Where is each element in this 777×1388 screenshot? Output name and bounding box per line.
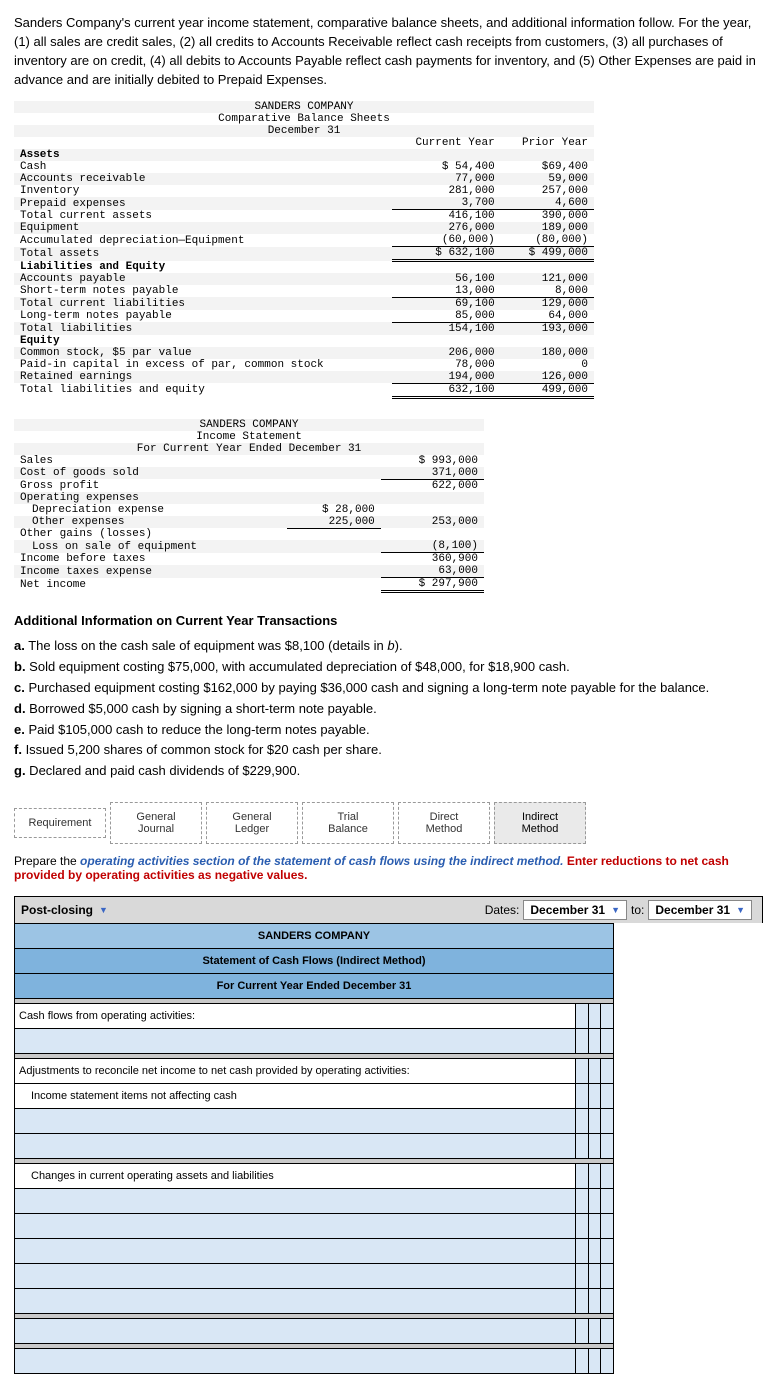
instructions: Prepare the operating activities section… bbox=[14, 854, 763, 882]
is-ibt-label: Income before taxes bbox=[14, 553, 287, 566]
ws-input-row[interactable] bbox=[15, 1348, 576, 1373]
is-ogl-header: Other gains (losses) bbox=[14, 528, 287, 540]
date-from-field[interactable]: December 31▼ bbox=[523, 900, 627, 920]
ws-op-activities: Cash flows from operating activities: bbox=[15, 1003, 576, 1028]
tab-general-journal[interactable]: GeneralJournal bbox=[110, 802, 202, 844]
is-gp-label: Gross profit bbox=[14, 479, 287, 492]
ws-input-row[interactable] bbox=[15, 1263, 576, 1288]
tab-bar: RequirementGeneralJournalGeneralLedgerTr… bbox=[14, 802, 763, 844]
tab-direct-method[interactable]: DirectMethod bbox=[398, 802, 490, 844]
ws-adjustments: Adjustments to reconcile net income to n… bbox=[15, 1058, 576, 1083]
is-sales-label: Sales bbox=[14, 455, 287, 467]
is-cogs-label: Cost of goods sold bbox=[14, 467, 287, 480]
ws-input-row[interactable] bbox=[15, 1288, 576, 1313]
balance-sheet-table: SANDERS COMPANY Comparative Balance Shee… bbox=[14, 101, 594, 399]
is-company: SANDERS COMPANY bbox=[14, 419, 484, 431]
dates-label: Dates: bbox=[485, 903, 520, 917]
dropdown-icon[interactable]: ▼ bbox=[99, 905, 108, 915]
ws-is-items: Income statement items not affecting cas… bbox=[15, 1083, 576, 1108]
col-prior: Prior Year bbox=[501, 137, 594, 149]
to-label: to: bbox=[631, 903, 644, 917]
is-title: Income Statement bbox=[14, 431, 484, 443]
tab-indirect-method[interactable]: IndirectMethod bbox=[494, 802, 586, 844]
ws-input-row[interactable] bbox=[15, 1133, 576, 1158]
ws-changes: Changes in current operating assets and … bbox=[15, 1163, 576, 1188]
is-ni-label: Net income bbox=[14, 578, 287, 592]
bs-date: December 31 bbox=[14, 125, 594, 137]
worksheet-topbar: Post-closing ▼ Dates: December 31▼ to: D… bbox=[14, 896, 763, 923]
ws-period: For Current Year Ended December 31 bbox=[15, 973, 614, 998]
assets-header: Assets bbox=[14, 149, 392, 161]
is-dep-label: Depreciation expense bbox=[14, 504, 287, 516]
equity-header: Equity bbox=[14, 335, 392, 347]
col-current: Current Year bbox=[392, 137, 501, 149]
tab-trial-balance[interactable]: TrialBalance bbox=[302, 802, 394, 844]
ws-input-row[interactable] bbox=[15, 1028, 576, 1053]
is-period: For Current Year Ended December 31 bbox=[14, 443, 484, 455]
additional-info-title: Additional Information on Current Year T… bbox=[14, 613, 763, 628]
ws-input-row[interactable] bbox=[15, 1108, 576, 1133]
ws-input-row[interactable] bbox=[15, 1238, 576, 1263]
total-assets-label: Total assets bbox=[14, 247, 392, 261]
intro-text: Sanders Company's current year income st… bbox=[14, 14, 763, 89]
liab-header: Liabilities and Equity bbox=[14, 261, 392, 273]
is-loss-label: Loss on sale of equipment bbox=[14, 540, 287, 553]
post-closing-label: Post-closing bbox=[21, 903, 93, 917]
date-to-field[interactable]: December 31▼ bbox=[648, 900, 752, 920]
is-opex-header: Operating expenses bbox=[14, 492, 287, 504]
ws-title: Statement of Cash Flows (Indirect Method… bbox=[15, 948, 614, 973]
income-statement-table: SANDERS COMPANY Income Statement For Cur… bbox=[14, 419, 484, 594]
ws-company: SANDERS COMPANY bbox=[15, 923, 614, 948]
total-le-label: Total liabilities and equity bbox=[14, 383, 392, 397]
ws-input-row[interactable] bbox=[15, 1318, 576, 1343]
additional-info-list: a. The loss on the cash sale of equipmen… bbox=[14, 636, 763, 782]
ws-input-row[interactable] bbox=[15, 1188, 576, 1213]
cash-flow-worksheet: SANDERS COMPANY Statement of Cash Flows … bbox=[14, 923, 614, 1374]
tab-general-ledger[interactable]: GeneralLedger bbox=[206, 802, 298, 844]
is-tax-label: Income taxes expense bbox=[14, 565, 287, 578]
bs-company: SANDERS COMPANY bbox=[14, 101, 594, 113]
tab-requirement[interactable]: Requirement bbox=[14, 808, 106, 838]
is-other-label: Other expenses bbox=[14, 516, 287, 529]
bs-title: Comparative Balance Sheets bbox=[14, 113, 594, 125]
ws-input-row[interactable] bbox=[15, 1213, 576, 1238]
